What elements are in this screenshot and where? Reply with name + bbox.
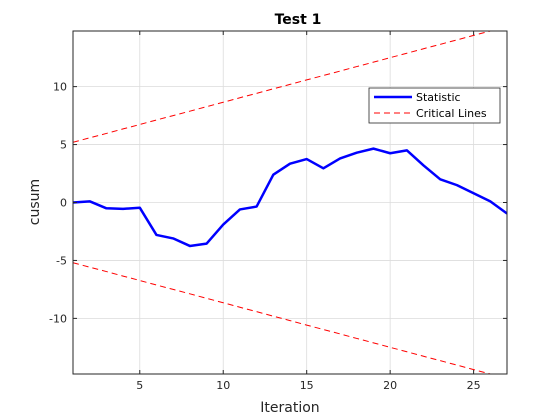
- legend-label-critical-lines: Critical Lines: [416, 107, 487, 120]
- y-tick-label: -5: [56, 254, 67, 267]
- legend-label-statistic: Statistic: [416, 91, 461, 104]
- x-tick-label: 15: [300, 379, 314, 392]
- y-tick-label: 0: [60, 197, 67, 210]
- critical-line-lower: [73, 262, 493, 374]
- legend-box: [368, 87, 501, 124]
- critical-line-upper: [73, 31, 493, 143]
- x-tick-label: 5: [136, 379, 143, 392]
- y-axis-label: cusum: [27, 179, 43, 225]
- grid: [73, 31, 507, 374]
- legend: Statistic Critical Lines: [368, 87, 501, 124]
- y-tick-label: -10: [49, 312, 67, 325]
- x-tick-label: 25: [467, 379, 481, 392]
- chart-title: Test 1: [275, 12, 322, 28]
- x-tick-label: 10: [216, 379, 230, 392]
- y-tick-label: 10: [53, 81, 67, 94]
- ticks: 5 10 15 20 25 -10 -5 0 5 10: [49, 31, 507, 392]
- x-tick-label: 20: [383, 379, 397, 392]
- statistic-line: [73, 147, 507, 248]
- x-axis-label: Iteration: [260, 400, 319, 416]
- y-tick-label: 5: [60, 139, 67, 152]
- series-group: [73, 31, 507, 374]
